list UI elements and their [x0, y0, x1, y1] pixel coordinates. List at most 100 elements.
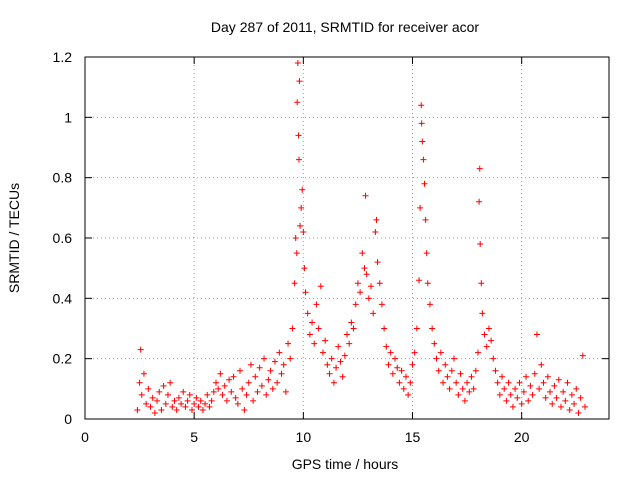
data-point [581, 403, 588, 410]
data-point [354, 280, 361, 287]
data-point [171, 397, 178, 404]
data-point [341, 352, 348, 359]
data-point [298, 204, 305, 211]
data-point [503, 397, 510, 404]
grid-lines [85, 57, 609, 419]
data-point [295, 156, 302, 163]
data-point [154, 397, 161, 404]
data-point [297, 222, 304, 229]
data-point [285, 340, 292, 347]
data-point [472, 367, 479, 374]
data-point [442, 361, 449, 368]
data-point [274, 379, 281, 386]
data-point [398, 367, 405, 374]
data-point [566, 406, 573, 413]
data-point [407, 379, 414, 386]
x-tick-label: 20 [514, 429, 530, 445]
data-point [293, 250, 300, 257]
data-point [223, 397, 230, 404]
data-point [256, 364, 263, 371]
data-point [423, 250, 430, 257]
data-point [488, 337, 495, 344]
data-point [306, 331, 313, 338]
data-point [457, 370, 464, 377]
data-point [182, 403, 189, 410]
data-point [392, 355, 399, 362]
data-point [516, 379, 523, 386]
data-point [478, 280, 485, 287]
data-point [180, 388, 187, 395]
data-point [494, 379, 501, 386]
data-point [195, 403, 202, 410]
data-point [453, 379, 460, 386]
data-point [466, 388, 473, 395]
data-point [571, 400, 578, 407]
data-point [527, 382, 534, 389]
data-point [575, 409, 582, 416]
y-tick-label: 0.2 [53, 351, 73, 367]
data-point [292, 235, 299, 241]
data-point [250, 397, 257, 404]
data-point [483, 343, 490, 350]
data-point [553, 394, 560, 401]
data-point [373, 216, 380, 223]
data-point [542, 394, 549, 401]
data-point [420, 156, 427, 163]
data-point [167, 379, 174, 386]
data-point [228, 388, 235, 395]
data-point [140, 370, 147, 377]
data-point [424, 280, 431, 287]
data-point [263, 391, 270, 398]
data-point [245, 379, 252, 386]
data-point [529, 391, 536, 398]
data-point [145, 385, 152, 392]
data-point [475, 349, 481, 356]
data-point [523, 373, 530, 380]
data-point [348, 319, 355, 326]
data-point [396, 379, 403, 386]
data-point [376, 280, 383, 287]
data-point [346, 340, 353, 347]
data-point [339, 373, 346, 380]
data-point [573, 385, 580, 392]
data-point [206, 403, 213, 410]
data-point [525, 397, 532, 404]
data-point [162, 400, 169, 407]
data-point [258, 382, 265, 389]
data-point [350, 325, 357, 332]
data-point [315, 325, 322, 332]
data-point [219, 391, 226, 398]
data-point [479, 310, 486, 317]
data-point [352, 301, 359, 308]
y-tick-labels: 0 0.2 0.4 0.6 0.8 1 1.2 [53, 49, 73, 427]
data-point [531, 370, 538, 377]
data-point [477, 241, 484, 248]
data-point [241, 406, 248, 413]
data-point [300, 228, 307, 235]
data-point [413, 325, 420, 332]
data-point [178, 400, 185, 407]
data-point [405, 391, 412, 398]
data-point [547, 388, 554, 395]
data-point [421, 180, 428, 187]
data-point [243, 391, 250, 398]
data-point [232, 394, 239, 401]
data-point [326, 370, 333, 377]
data-point [400, 385, 407, 392]
data-point [357, 289, 364, 296]
data-point [324, 361, 331, 368]
data-point [549, 400, 556, 407]
y-tick-label: 0.6 [53, 230, 73, 246]
data-point [490, 355, 497, 362]
data-point [138, 391, 145, 398]
data-point [551, 382, 558, 389]
data-point [280, 361, 287, 368]
data-point [444, 373, 451, 380]
data-point [226, 376, 233, 383]
data-point [422, 216, 429, 223]
data-point [402, 373, 409, 380]
data-point [518, 400, 525, 407]
data-point [158, 406, 165, 413]
data-point [431, 340, 438, 347]
x-tick-label: 10 [296, 429, 312, 445]
